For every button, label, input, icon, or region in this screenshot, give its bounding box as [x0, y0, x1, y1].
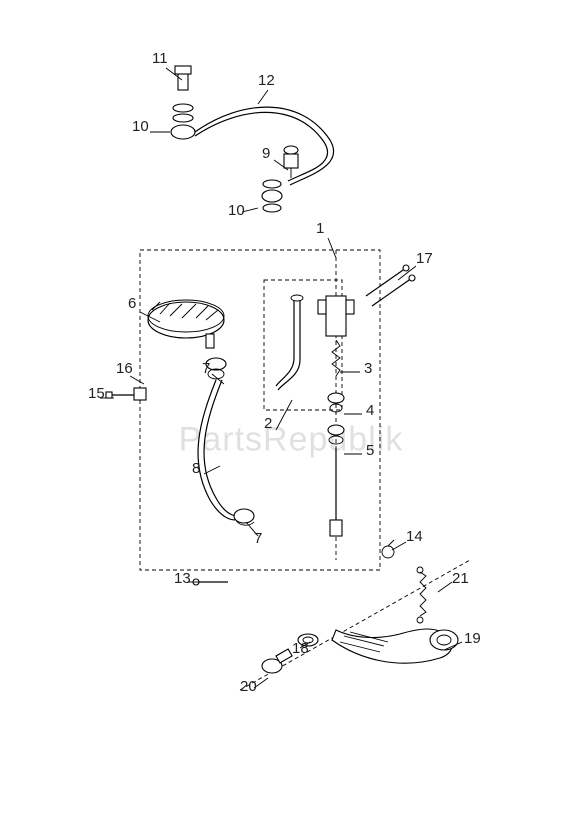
- part-banjo-10a: [171, 125, 195, 139]
- callout-7: 7: [202, 360, 210, 377]
- callout-10: 10: [132, 118, 149, 135]
- callout-10: 10: [228, 202, 245, 219]
- callout-5: 5: [366, 442, 374, 459]
- part-seal-5: [328, 425, 344, 435]
- part-master-cylinder: [318, 296, 354, 536]
- callout-14: 14: [406, 528, 423, 545]
- part-clamp-7b: [234, 509, 254, 523]
- callout-7: 7: [254, 530, 262, 547]
- callout-20: 20: [240, 678, 257, 695]
- callout-8: 8: [192, 460, 200, 477]
- callout-17: 17: [416, 250, 433, 267]
- part-pedal-19: [332, 629, 458, 663]
- callout-16: 16: [116, 360, 133, 377]
- part-piston-4: [328, 393, 344, 403]
- part-elbow-2: [276, 295, 303, 390]
- callout-2: 2: [264, 415, 272, 432]
- callout-12: 12: [258, 72, 275, 89]
- diagram-svg: .st { fill:none; stroke:#000; stroke-wid…: [0, 0, 583, 824]
- part-reservoir-6: [148, 300, 224, 348]
- part-bolt-20: [262, 649, 292, 673]
- part-clip-14: [382, 540, 394, 558]
- callout-19: 19: [464, 630, 481, 647]
- callout-1: 1: [316, 220, 324, 237]
- part-spring-21: [417, 567, 426, 623]
- part-washer-10b2: [263, 204, 281, 212]
- part-clevis: [330, 520, 342, 536]
- part-switch-9: [284, 146, 298, 178]
- callout-4: 4: [366, 402, 374, 419]
- callout-13: 13: [174, 570, 191, 587]
- callout-6: 6: [128, 295, 136, 312]
- diagram-canvas: .st { fill:none; stroke:#000; stroke-wid…: [0, 0, 583, 824]
- callout-15: 15: [88, 385, 105, 402]
- part-bolt-11: [175, 66, 191, 90]
- part-bolts-17: [366, 265, 415, 306]
- callout-3: 3: [364, 360, 372, 377]
- callout-9: 9: [262, 145, 270, 162]
- callout-18: 18: [292, 640, 309, 657]
- callout-21: 21: [452, 570, 469, 587]
- callout-11: 11: [152, 50, 168, 67]
- part-washer-10b: [263, 180, 281, 188]
- part-washer-10a: [173, 104, 193, 112]
- part-nut-16: [134, 388, 146, 400]
- part-banjo-10b: [262, 190, 282, 202]
- part-washer-10a2: [173, 114, 193, 122]
- part-hose-8: [198, 380, 246, 520]
